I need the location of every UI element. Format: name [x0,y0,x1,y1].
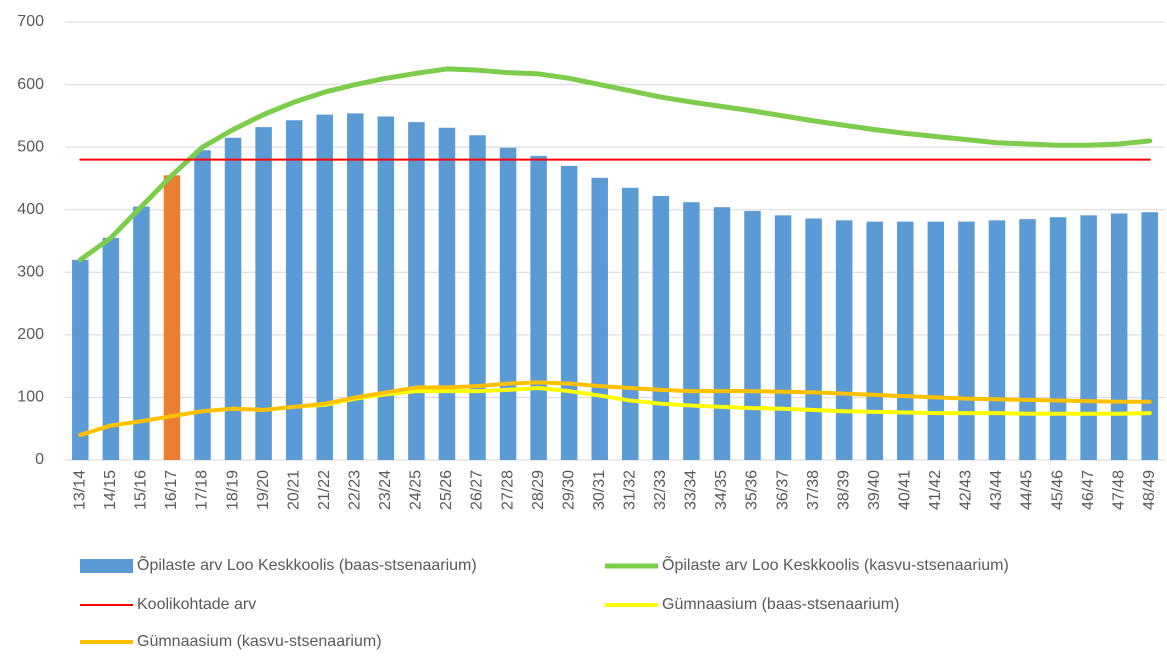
x-tick-label: 19/20 [255,470,272,510]
bar [1141,212,1158,460]
y-tick-label: 500 [17,138,44,155]
bar [958,221,975,460]
x-tick-label: 38/39 [835,470,852,510]
bar [927,221,945,460]
x-tick-label: 40/41 [896,470,913,510]
bar [622,187,639,461]
y-tick-label: 600 [17,76,44,93]
x-tick-label: 41/42 [927,470,944,510]
x-tick-label: 25/26 [438,470,455,510]
bar [683,202,700,460]
bar [133,206,150,460]
bar [1110,213,1128,460]
x-tick-label: 45/46 [1049,470,1066,510]
x-tick-label: 33/34 [683,470,700,510]
legend-label: Koolikohtade arv [137,596,256,613]
x-tick-label: 24/25 [408,470,425,510]
legend-label: Gümnaasium (kasvu-stsenaarium) [137,633,382,650]
bar [652,195,670,460]
bar [1080,215,1097,460]
x-tick-label: 28/29 [530,470,547,510]
bar [438,127,456,460]
y-tick-label: 700 [17,13,44,30]
y-tick-label: 100 [17,389,44,406]
bar [347,113,364,461]
bar [1019,219,1036,460]
x-tick-label: 46/47 [1080,470,1097,510]
x-tick-label: 13/14 [71,470,88,510]
bar [194,150,211,460]
bar [408,122,425,460]
bar [499,147,517,461]
bar [744,210,761,460]
x-tick-label: 16/17 [163,470,180,510]
x-tick-label: 23/24 [377,470,394,510]
x-tick-label: 35/36 [744,470,761,510]
bar [866,221,883,460]
bar [988,220,1006,460]
bar [1049,217,1067,460]
x-tick-label: 21/22 [316,470,333,510]
bar [285,120,303,460]
x-tick-label: 20/21 [285,470,302,510]
bar [805,218,822,460]
x-tick-label: 42/43 [958,470,975,510]
legend-label: Õpilaste arv Loo Keskkoolis (baas-stsena… [137,554,477,574]
x-tick-label: 15/16 [133,470,150,510]
bar [377,116,395,461]
x-tick-label: 30/31 [591,470,608,510]
y-tick-label: 0 [35,451,44,468]
bar [316,114,333,460]
x-tick-label: 37/38 [805,470,822,510]
y-tick-label: 300 [17,264,44,281]
bar [835,220,853,460]
bar [774,215,792,460]
x-tick-label: 39/40 [866,470,883,510]
x-tick-label: 17/18 [194,470,211,510]
x-tick-label: 18/19 [224,470,241,510]
y-tick-label: 200 [17,326,44,343]
legend-swatch [80,559,133,573]
x-tick-label: 31/32 [621,470,638,510]
bar [560,165,578,460]
x-tick-label: 27/28 [499,470,516,510]
line [77,66,1153,263]
bar [469,135,486,461]
x-tick-label: 44/45 [1019,470,1036,510]
bar [102,237,120,460]
bar [591,177,608,460]
x-tick-label: 32/33 [652,470,669,510]
bar [72,259,89,460]
bar [163,175,181,461]
bar [897,221,914,460]
x-tick-label: 34/35 [713,470,730,510]
bar [530,155,547,460]
x-tick-label: 48/49 [1141,470,1158,510]
x-tick-label: 47/48 [1110,470,1127,510]
line [78,380,1152,437]
x-tick-label: 22/23 [346,470,363,510]
y-tick-label: 400 [17,201,44,218]
legend-label: Gümnaasium (baas-stsenaarium) [662,596,899,613]
x-tick-label: 14/15 [102,470,119,510]
x-tick-label: 36/37 [774,470,791,510]
legend-label: Õpilaste arv Loo Keskkoolis (kasvu-stsen… [662,554,1009,574]
bar [224,137,242,460]
bar [255,127,272,461]
bar [713,207,731,460]
x-tick-label: 26/27 [469,470,486,510]
x-tick-label: 43/44 [988,470,1005,510]
x-tick-label: 29/30 [560,470,577,510]
